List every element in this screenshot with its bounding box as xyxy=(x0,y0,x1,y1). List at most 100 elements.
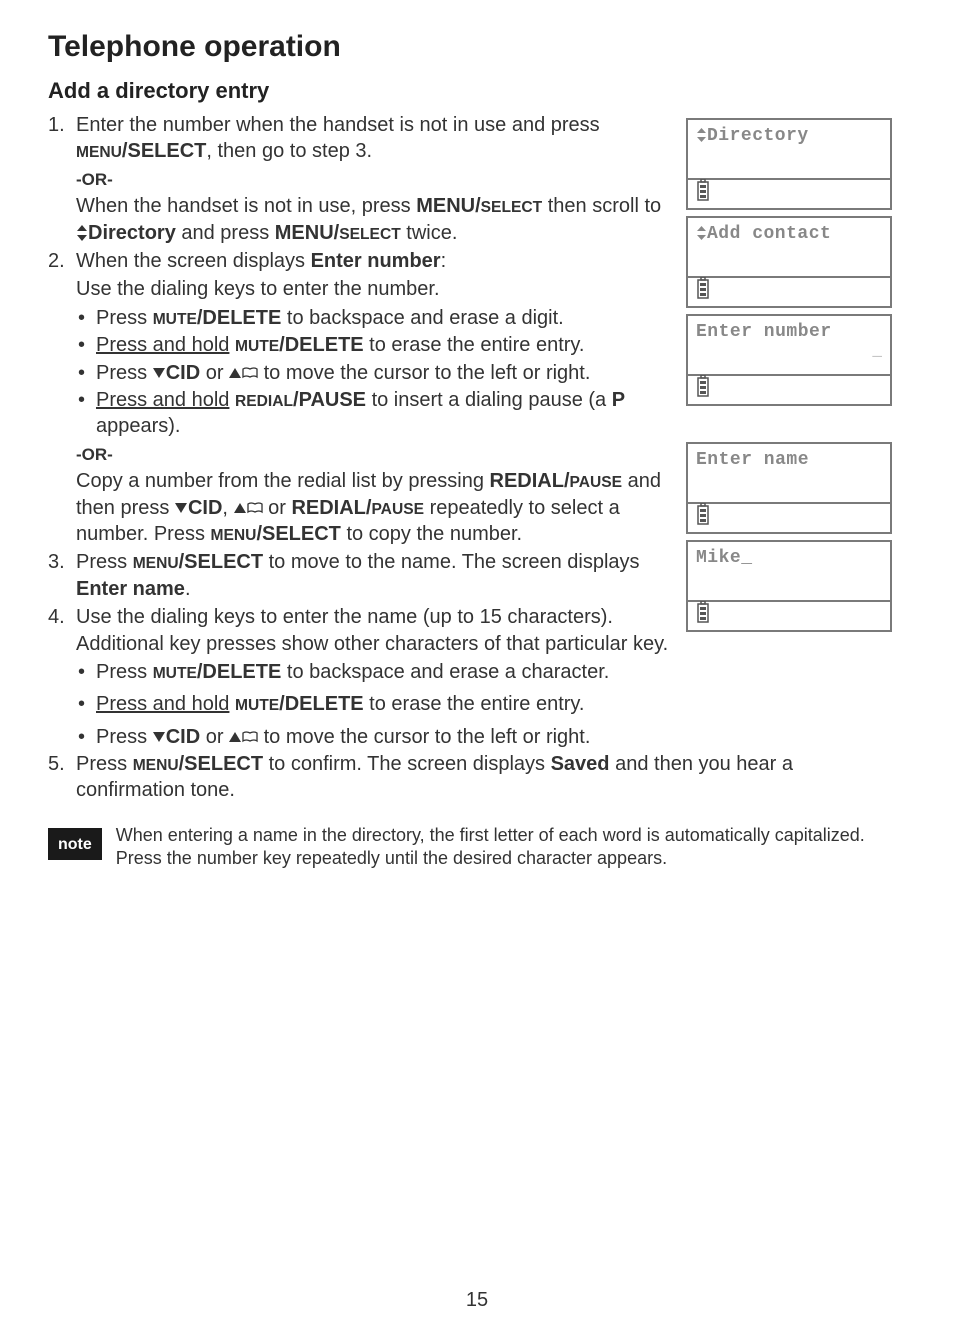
step-body: Press MENU/SELECT to move to the name. T… xyxy=(76,549,672,602)
lcd-status xyxy=(696,277,710,304)
text: to backspace and erase a digit. xyxy=(281,307,563,329)
text: twice. xyxy=(401,222,458,244)
text: Directory xyxy=(88,222,176,244)
step-4-bullets: Press MUTE/DELETE to backspace and erase… xyxy=(76,659,672,750)
text: /DELETE xyxy=(197,307,281,329)
battery-icon xyxy=(696,277,710,299)
text: or xyxy=(200,362,229,384)
text: MUTE xyxy=(153,311,197,328)
text: Press xyxy=(76,551,133,573)
lcd-screen-enter-number: Enter number _ xyxy=(686,314,892,406)
text: SELECT xyxy=(481,199,543,216)
text: or xyxy=(263,497,292,519)
step-3: 3. Press MENU/SELECT to move to the name… xyxy=(48,549,672,602)
up-triangle-icon xyxy=(234,503,246,513)
updown-icon xyxy=(696,226,707,240)
text: to move the cursor to the left or right. xyxy=(258,362,590,384)
text: CID xyxy=(166,726,200,748)
step-number: 4. xyxy=(48,604,76,657)
text: /DELETE xyxy=(279,693,363,715)
up-triangle-icon xyxy=(229,368,241,378)
book-icon xyxy=(242,367,258,379)
page-number: 15 xyxy=(0,1289,954,1312)
text: Enter the number when the handset is not… xyxy=(76,114,600,136)
lcd-text: Mike_ xyxy=(696,548,753,568)
text: When the screen displays xyxy=(76,250,311,272)
lcd-line: Enter number xyxy=(688,316,890,342)
text: /PAUSE xyxy=(293,389,366,411)
text: CID xyxy=(188,497,222,519)
text: to move to the name. The screen displays xyxy=(263,551,640,573)
step-5: 5. Press MENU/SELECT to confirm. The scr… xyxy=(48,751,906,804)
or-label: -OR- xyxy=(76,444,672,466)
lcd-text: Enter number xyxy=(696,322,832,342)
step-number: 3. xyxy=(48,549,76,602)
text: Saved xyxy=(551,753,610,775)
lcd-divider xyxy=(688,276,890,278)
step-number: 5. xyxy=(48,751,76,804)
updown-icon xyxy=(76,225,88,241)
battery-icon xyxy=(696,179,710,201)
list-item: Press and hold MUTE/DELETE to erase the … xyxy=(76,691,672,717)
text: /SELECT xyxy=(179,551,263,573)
text: MUTE xyxy=(235,697,279,714)
lcd-screen-mike: Mike_ xyxy=(686,540,892,632)
text: then scroll to xyxy=(542,195,661,217)
text: , xyxy=(222,497,233,519)
text: to confirm. The screen displays xyxy=(263,753,551,775)
lcd-status xyxy=(696,179,710,206)
text: /DELETE xyxy=(279,334,363,356)
text: to backspace and erase a character. xyxy=(281,661,609,683)
step-1-alt: When the handset is not in use, press ME… xyxy=(76,193,672,246)
text: MENU xyxy=(211,527,257,544)
step-2-line2: Use the dialing keys to enter the number… xyxy=(76,276,672,302)
text: SELECT xyxy=(339,226,401,243)
down-triangle-icon xyxy=(175,503,187,513)
text: and press xyxy=(176,222,275,244)
book-icon xyxy=(247,502,263,514)
text: MENU xyxy=(133,757,179,774)
text: Press xyxy=(96,362,153,384)
text: , then go to step 3. xyxy=(206,140,372,162)
updown-icon xyxy=(696,128,707,142)
up-triangle-icon xyxy=(229,732,241,742)
right-column: Directory Add contact Enter number _ xyxy=(686,112,906,751)
text: CID xyxy=(166,362,200,384)
lcd-line: Add contact xyxy=(688,218,890,244)
list-item: Press CID or to move the cursor to the l… xyxy=(76,724,672,750)
step-body: Enter the number when the handset is not… xyxy=(76,112,672,165)
lcd-line: Directory xyxy=(688,120,890,146)
text: to move the cursor to the left or right. xyxy=(258,726,590,748)
step-body: When the screen displays Enter number: xyxy=(76,248,672,274)
text: Press and hold xyxy=(96,389,229,411)
text: PAUSE xyxy=(570,474,623,491)
step-1: 1. Enter the number when the handset is … xyxy=(48,112,672,165)
list-item: Press and hold REDIAL/PAUSE to insert a … xyxy=(76,387,672,440)
lcd-divider xyxy=(688,178,890,180)
page-title: Telephone operation xyxy=(48,30,906,64)
content-wrap: 1. Enter the number when the handset is … xyxy=(48,112,906,751)
lcd-status xyxy=(696,375,710,402)
step-2-alt: Copy a number from the redial list by pr… xyxy=(76,468,672,547)
battery-icon xyxy=(696,601,710,623)
text: : xyxy=(441,250,447,272)
text: MENU xyxy=(76,144,122,161)
lcd-divider xyxy=(688,600,890,602)
note-row: note When entering a name in the directo… xyxy=(48,824,906,871)
step-body: Use the dialing keys to enter the name (… xyxy=(76,604,672,657)
text: Press xyxy=(96,307,153,329)
lcd-screen-directory: Directory xyxy=(686,118,892,210)
text: /DELETE xyxy=(197,661,281,683)
text: to erase the entire entry. xyxy=(364,334,585,356)
text: appears). xyxy=(96,415,181,437)
text: When the handset is not in use, press xyxy=(76,195,416,217)
text: REDIAL xyxy=(235,393,293,410)
step-number: 1. xyxy=(48,112,76,165)
down-triangle-icon xyxy=(153,368,165,378)
down-triangle-icon xyxy=(153,732,165,742)
lcd-text: Enter name xyxy=(696,450,809,470)
text: to erase the entire entry. xyxy=(364,693,585,715)
text: P xyxy=(612,389,625,411)
text: Press and hold xyxy=(96,334,229,356)
text: to copy the number. xyxy=(341,523,522,545)
